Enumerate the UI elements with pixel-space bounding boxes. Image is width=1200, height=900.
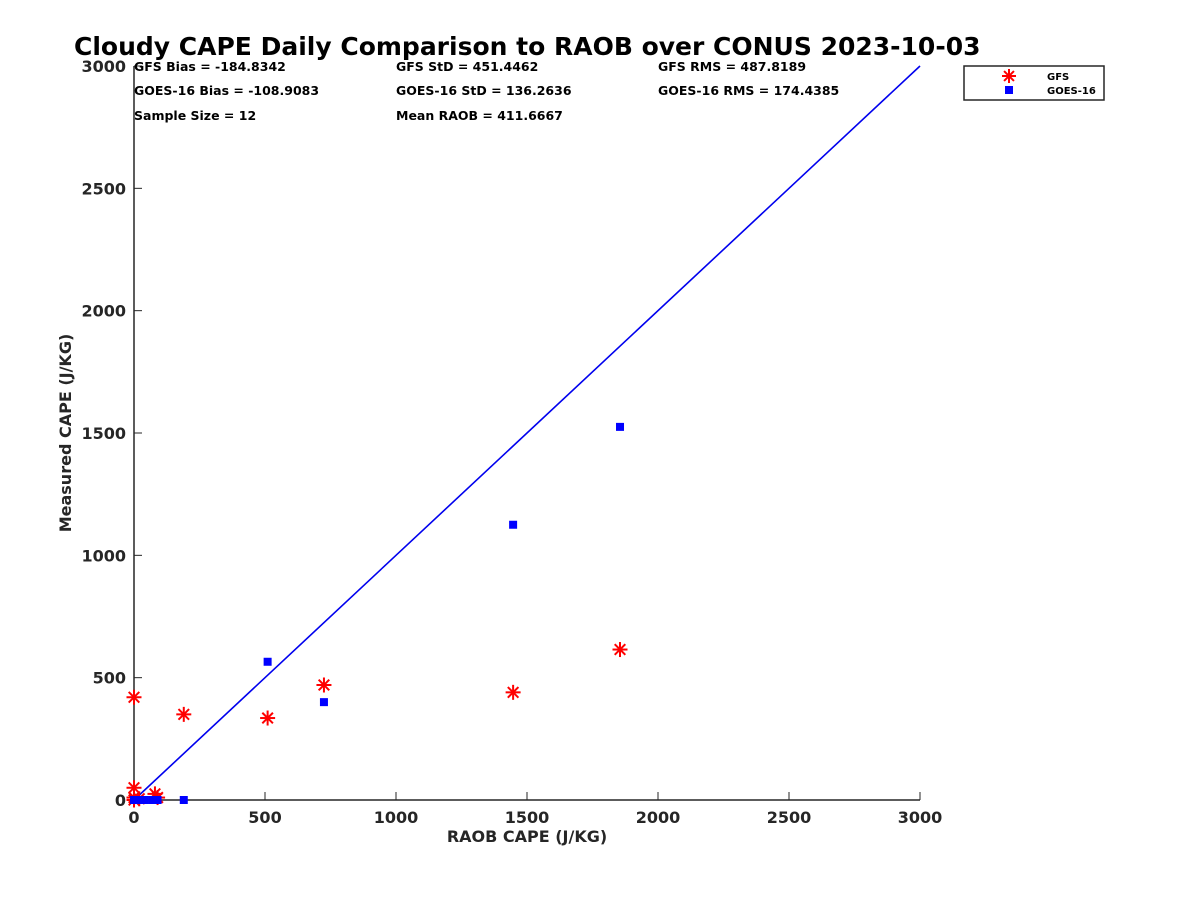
y-tick-label: 500 (93, 669, 126, 688)
y-tick-label: 2000 (81, 302, 126, 321)
goes16-point (263, 657, 272, 666)
stat-text: GOES-16 RMS = 174.4385 (658, 83, 839, 98)
stat-text: GFS RMS = 487.8189 (658, 59, 806, 74)
y-tick-label: 2500 (81, 179, 126, 198)
goes16-point (319, 698, 328, 707)
gfs-point (176, 706, 192, 722)
y-tick-label: 0 (115, 791, 126, 810)
goes16-point (616, 422, 625, 431)
gfs-point (260, 710, 276, 726)
x-tick-label: 1500 (505, 808, 550, 827)
stat-text: GOES-16 Bias = -108.9083 (134, 83, 319, 98)
legend-goes16-marker (1005, 86, 1013, 94)
x-tick-label: 3000 (898, 808, 943, 827)
x-tick-label: 500 (248, 808, 281, 827)
goes16-point (179, 796, 188, 804)
legend-gfs-label: GFS (1047, 72, 1069, 83)
stat-text: GFS StD = 451.4462 (396, 59, 538, 74)
goes16-point (148, 796, 157, 804)
x-tick-label: 2500 (767, 808, 812, 827)
statistics-block: GFS Bias = -184.8342 GFS StD = 451.4462 GF… (134, 59, 839, 123)
chart-title: Cloudy CAPE Daily Comparison to RAOB ove… (74, 32, 980, 61)
legend-gfs-marker (1002, 69, 1016, 83)
x-tick-label: 1000 (374, 808, 419, 827)
stat-text: Sample Size = 12 (134, 108, 256, 123)
one-to-one-line (133, 65, 921, 801)
legend: GFS GOES-16 (963, 65, 1105, 101)
goes16-point (135, 796, 144, 804)
axes: 0 500 1000 1500 2000 2500 3000 0 500 1000 1500 2000… (81, 57, 942, 827)
gfs-point (316, 677, 332, 693)
x-tick-label: 0 (128, 808, 139, 827)
x-tick-label: 2000 (636, 808, 681, 827)
y-tick-label: 1000 (81, 546, 126, 565)
y-axis-label: Measured CAPE (J/KG) (56, 334, 75, 533)
stat-text: GOES-16 StD = 136.2636 (396, 83, 572, 98)
stat-text: Mean RAOB = 411.6667 (396, 108, 563, 123)
stat-text: GFS Bias = -184.8342 (134, 59, 286, 74)
y-tick-label: 1500 (81, 424, 126, 443)
goes16-point (130, 796, 138, 804)
goes16-point (153, 796, 162, 804)
data-points (126, 422, 628, 808)
reference-line-group (133, 65, 921, 801)
gfs-point (126, 689, 142, 705)
x-axis-label: RAOB CAPE (J/KG) (447, 827, 607, 846)
goes16-point (509, 520, 518, 529)
legend-box (963, 65, 1105, 101)
y-tick-label: 3000 (81, 57, 126, 76)
goes16-point (140, 796, 149, 804)
gfs-point (505, 684, 521, 700)
legend-goes16-label: GOES-16 (1047, 86, 1096, 97)
gfs-point (612, 642, 628, 658)
